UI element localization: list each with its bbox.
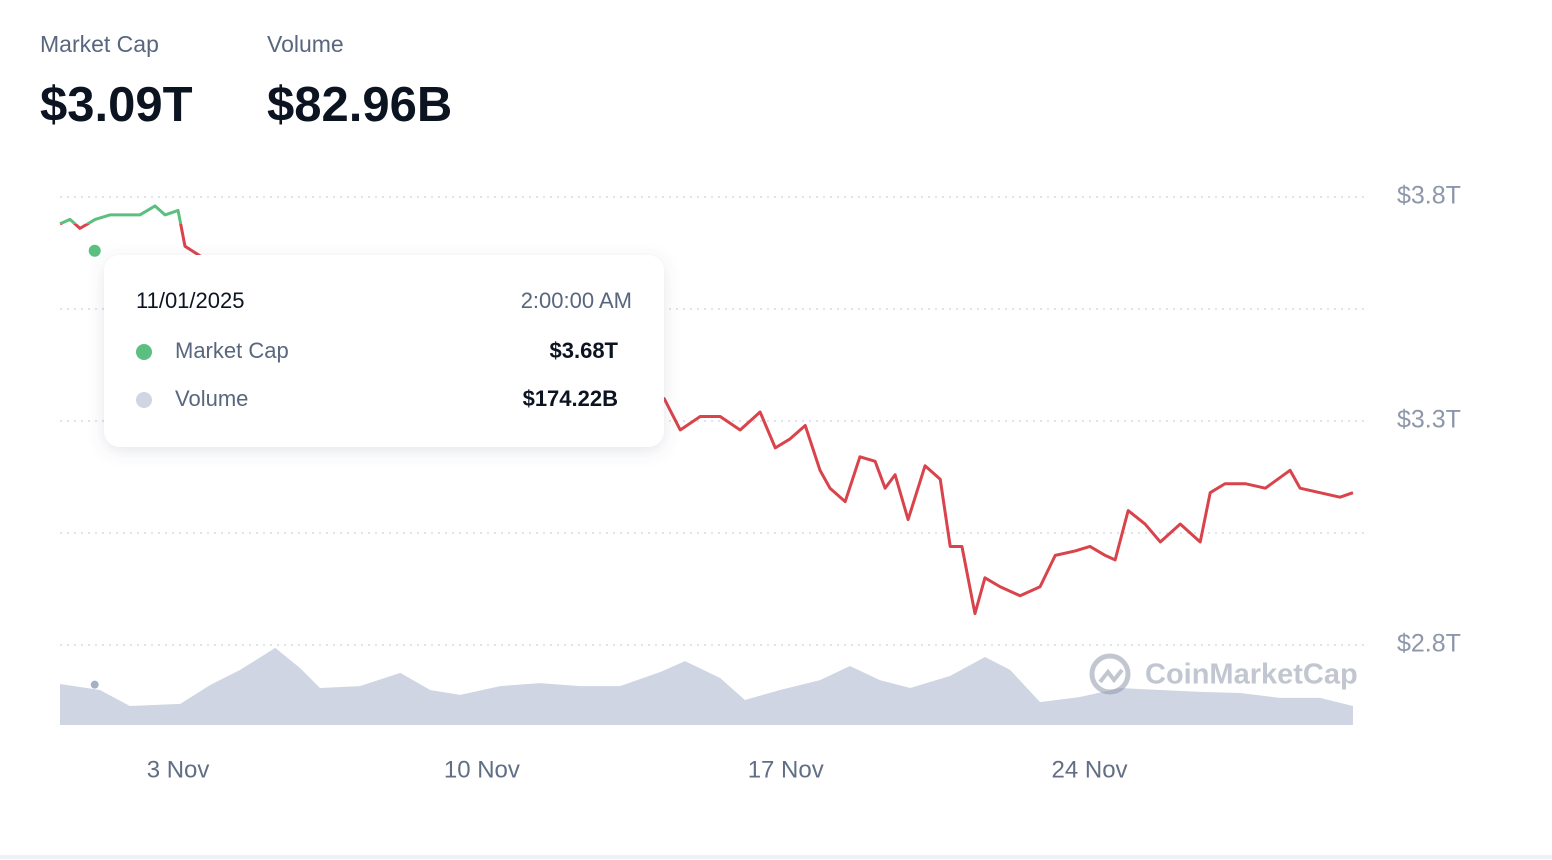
tooltip-name: Market Cap [175, 338, 289, 363]
stat-label: Market Cap [40, 31, 159, 57]
y-tick-label: $3.8T [1397, 182, 1461, 210]
volume-area [60, 647, 1353, 725]
stat-label: Volume [267, 31, 344, 57]
y-tick-label: $2.8T [1397, 630, 1461, 658]
stat-value: $3.09T [40, 78, 193, 132]
tooltip-box [104, 255, 664, 447]
y-tick-label: $3.3T [1397, 406, 1461, 434]
watermark-logo [1098, 668, 1124, 684]
tooltip-name: Volume [175, 386, 248, 411]
x-tick-label: 10 Nov [444, 756, 520, 783]
hover-point [86, 242, 103, 259]
watermark-text: CoinMarketCap [1145, 659, 1358, 691]
tooltip-time: 2:00:00 AM [521, 288, 632, 313]
tooltip-swatch [136, 344, 152, 360]
x-tick-label: 24 Nov [1052, 756, 1128, 783]
watermark-logo [1089, 653, 1131, 695]
watermark: CoinMarketCap [1089, 653, 1358, 695]
plot: $2.8T $3.3T $3.8T 3 Nov 10 Nov 17 Nov 24 Nov [59, 182, 1461, 783]
stat-value: $82.96B [267, 78, 452, 132]
x-tick-label: 3 Nov [147, 756, 210, 783]
tooltip-value: $3.68T [550, 338, 619, 363]
x-tick-label: 17 Nov [748, 756, 824, 783]
tooltip-value: $174.22B [523, 386, 618, 411]
tooltip-swatch [136, 392, 152, 408]
hover-point [90, 680, 99, 689]
tooltip: 11/01/2025 2:00:00 AM Market Cap $3.68T … [104, 255, 664, 447]
tooltip-date: 11/01/2025 [136, 288, 244, 313]
